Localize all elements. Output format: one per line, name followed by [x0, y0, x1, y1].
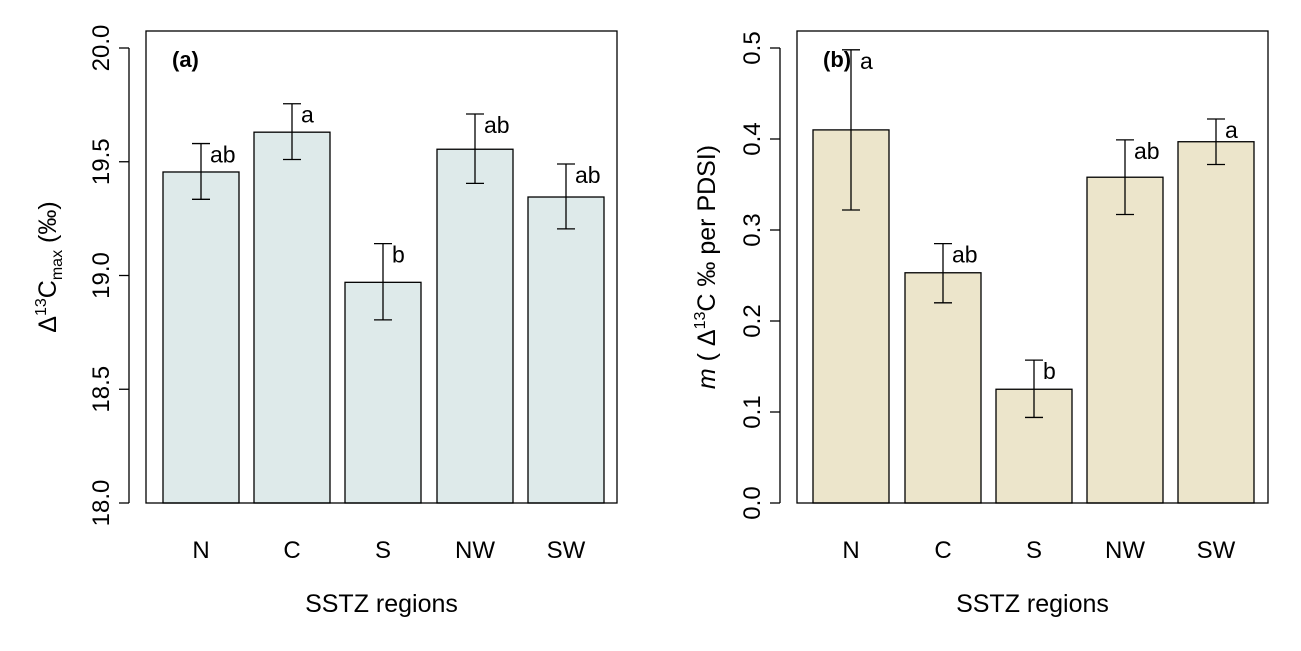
panel-a-bar-sw	[527, 196, 605, 504]
panel-a-bar-c	[253, 131, 331, 504]
panel-a-error-bars	[192, 103, 575, 321]
panel-a-ylabel-main: C	[34, 280, 62, 298]
panel-a-significance-c: a	[301, 102, 314, 128]
panel-a-y-axis-label: Δ13Cmax (‰)	[33, 201, 66, 332]
panel-b-y-tick-label-5: 0.5	[739, 31, 766, 64]
panel-a-bar-n	[162, 171, 240, 504]
panel-b-category-s: S	[1026, 537, 1042, 564]
panel-a-category-c: C	[283, 537, 300, 564]
panel-a-x-axis-label: SSTZ regions	[305, 590, 458, 618]
panel-b-category-nw: NW	[1105, 537, 1145, 564]
panel-a-y-tick-label-0: 18.0	[88, 480, 115, 527]
panel-b-y-tick-label-4: 0.4	[739, 122, 766, 155]
panel-a-category-n: N	[192, 537, 209, 564]
panel-a-plot-frame	[145, 30, 618, 504]
panel-b-y-tick-label-3: 0.3	[739, 213, 766, 246]
panel-a-category-s: S	[375, 537, 391, 564]
panel-b-chart: a ab b ab a 0.0 0.1 0.2 0.3 0.4 0.5 N C S NW SW (b) S…	[692, 30, 1269, 618]
panel-b-bar-sw	[1177, 141, 1255, 504]
panel-a-ylabel-delta: Δ	[34, 316, 62, 333]
panel-b-bar-c	[904, 272, 982, 504]
panel-b-ylabel-open: ( Δ	[693, 329, 721, 368]
panel-a-significance-sw: ab	[575, 162, 601, 188]
panel-b-significance-sw: a	[1225, 117, 1238, 143]
panel-a-y-axis: 18.0 18.5 19.0 19.5 20.0	[88, 25, 130, 527]
panel-b-y-axis: 0.0 0.1 0.2 0.3 0.4 0.5	[739, 31, 781, 520]
panel-a-significance-nw: ab	[484, 112, 510, 138]
panel-a-y-tick-label-1: 18.5	[88, 366, 115, 413]
panel-b-bar-nw	[1086, 176, 1164, 504]
panel-b-y-axis-label: m ( Δ13C ‰ per PDSI)	[692, 145, 721, 389]
panel-a-significance-s: b	[392, 242, 405, 268]
panel-b-significance-s: b	[1043, 358, 1056, 384]
panel-a-ylabel-unit: (‰)	[34, 201, 62, 250]
panel-b-significance-nw: ab	[1134, 138, 1160, 164]
panel-a-ylabel-sub: max	[49, 250, 66, 280]
panel-b-x-axis-label: SSTZ regions	[956, 590, 1109, 618]
panel-b-significance-labels: a ab b ab a	[860, 48, 1238, 384]
panel-a-category-nw: NW	[455, 537, 495, 564]
panel-b-category-c: C	[934, 537, 951, 564]
panel-a-bar-nw	[436, 148, 514, 504]
panel-b-error-bars	[842, 49, 1225, 419]
panel-b-label: (b)	[823, 47, 851, 72]
panel-a-significance-n: ab	[210, 142, 236, 168]
panel-b-plot-frame	[796, 30, 1269, 504]
panel-b-ylabel-sup: 13	[692, 311, 709, 329]
panel-a-x-categories: N C S NW SW	[192, 537, 585, 564]
panel-b-category-n: N	[842, 537, 859, 564]
panel-a-y-tick-label-4: 20.0	[88, 25, 115, 72]
panel-a-ylabel-sup: 13	[33, 298, 50, 316]
panel-b-ylabel-m: m	[693, 368, 721, 389]
panel-b-y-tick-label-2: 0.2	[739, 304, 766, 337]
panel-a-y-tick-label-2: 19.0	[88, 252, 115, 299]
panel-b-y-tick-label-0: 0.0	[739, 486, 766, 519]
panel-b-category-sw: SW	[1197, 537, 1236, 564]
panel-a-category-sw: SW	[547, 537, 586, 564]
panel-b-bars	[812, 129, 1255, 504]
panel-b-y-tick-label-1: 0.1	[739, 395, 766, 428]
panel-b-x-categories: N C S NW SW	[842, 537, 1235, 564]
panel-b-significance-n: a	[860, 48, 873, 74]
panel-b-significance-c: ab	[952, 242, 978, 268]
panel-a-label: (a)	[172, 47, 199, 72]
panel-a-y-tick-label-3: 19.5	[88, 138, 115, 185]
panel-b-ylabel-rest: C ‰ per PDSI)	[693, 145, 721, 312]
